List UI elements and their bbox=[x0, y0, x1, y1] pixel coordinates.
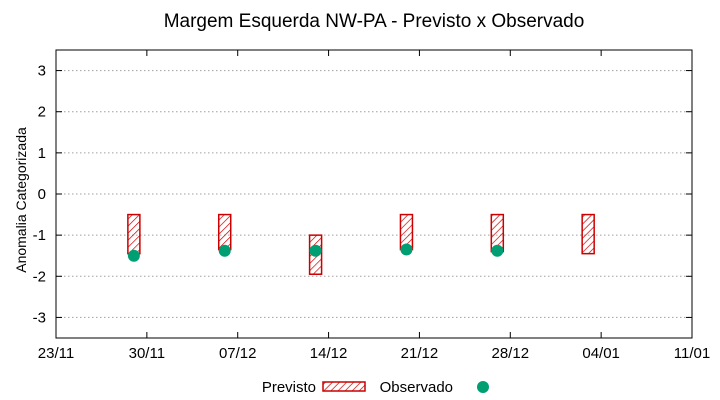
y-tick-label: 0 bbox=[38, 186, 46, 203]
observado-point bbox=[127, 249, 140, 262]
legend-swatch-observado bbox=[477, 381, 489, 393]
y-tick-label: -3 bbox=[33, 309, 46, 326]
legend: Previsto Observado bbox=[262, 379, 489, 396]
chart-title: Margem Esquerda NW-PA - Previsto x Obser… bbox=[164, 11, 585, 32]
previsto-bar bbox=[217, 213, 232, 251]
x-tick-label: 23/11 bbox=[38, 345, 74, 362]
y-tick-label: 2 bbox=[38, 104, 46, 121]
legend-label-observado: Observado bbox=[380, 379, 453, 396]
x-tick-label: 07/12 bbox=[219, 345, 257, 362]
previsto-series bbox=[127, 213, 595, 275]
x-tick-label: 21/12 bbox=[401, 345, 439, 362]
observado-point bbox=[491, 244, 504, 257]
x-tick-label: 28/12 bbox=[492, 345, 530, 362]
x-axis: 23/11 30/11 07/12 14/12 21/12 28/12 04/01 11/01 bbox=[38, 50, 710, 362]
y-tick-label: 1 bbox=[38, 145, 46, 162]
y-tick-label: -1 bbox=[33, 227, 46, 244]
y-axis: -3 -2 -1 0 1 2 3 bbox=[33, 63, 692, 326]
legend-swatch-previsto bbox=[322, 381, 366, 392]
x-tick-label: 14/12 bbox=[310, 345, 348, 362]
y-axis-label: Anomalia Categorizada bbox=[13, 127, 29, 273]
legend-label-previsto: Previsto bbox=[262, 379, 316, 396]
previsto-bar bbox=[581, 213, 595, 255]
y-tick-label: 3 bbox=[38, 63, 46, 80]
x-tick-label: 30/11 bbox=[129, 345, 165, 362]
observado-series bbox=[127, 243, 504, 262]
observado-point bbox=[309, 244, 322, 257]
x-tick-label: 11/01 bbox=[674, 345, 710, 362]
y-tick-label: -2 bbox=[33, 268, 46, 285]
observado-point bbox=[400, 243, 413, 256]
grid bbox=[56, 70, 692, 318]
x-tick-label: 04/01 bbox=[582, 345, 620, 362]
observado-point bbox=[218, 244, 231, 257]
previsto-bar bbox=[127, 213, 141, 255]
